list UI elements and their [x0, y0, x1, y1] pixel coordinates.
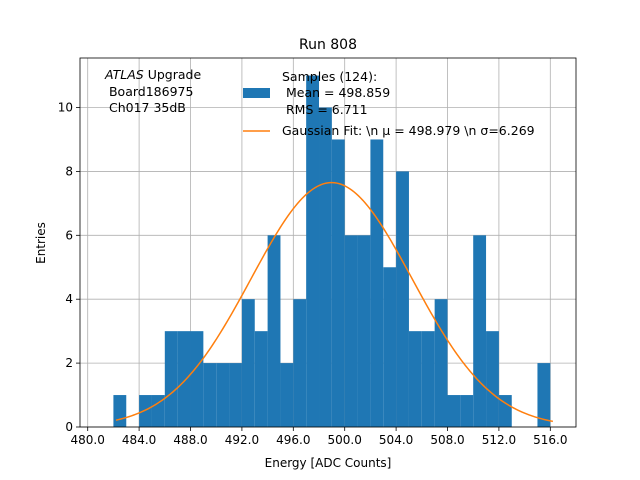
x-axis-ticks: 480.0 484.0 488.0 492.0 496.0 500.0 504.0 508.0… [71, 427, 567, 447]
x-tick-label: 508.0 [430, 433, 464, 447]
legend-fit-label: Gaussian Fit: \n μ = 498.979 \n σ=6.269 [282, 123, 535, 138]
histogram-bar [396, 171, 409, 427]
x-tick-label: 504.0 [379, 433, 413, 447]
y-tick-label: 6 [65, 228, 73, 242]
x-tick-label: 496.0 [276, 433, 310, 447]
histogram-bar [254, 331, 268, 427]
histogram-bar [229, 363, 242, 427]
y-tick-label: 8 [65, 164, 73, 178]
histogram-bar [447, 395, 461, 427]
histogram-bar [434, 299, 448, 427]
histogram-bar [267, 235, 281, 427]
histogram-bars [113, 75, 551, 428]
histogram-bar [203, 363, 217, 427]
plot-frame [79, 57, 577, 428]
histogram-bar [241, 299, 255, 427]
x-tick-label: 488.0 [173, 433, 207, 447]
histogram-bar [537, 363, 551, 427]
legend-histogram-swatch [243, 88, 270, 98]
histogram-bar [216, 363, 230, 427]
histogram-bar [331, 139, 345, 427]
x-tick-label: 512.0 [482, 433, 516, 447]
gaussian-fit-curve [115, 181, 554, 423]
legend-samples-label: Samples (124): [282, 69, 377, 84]
histogram-bar [164, 331, 178, 427]
x-axis-label: Energy [ADC Counts] [265, 456, 392, 470]
x-tick-label: 492.0 [225, 433, 259, 447]
annotation-line-1: ATLAS Upgrade [104, 67, 201, 82]
histogram-bar [383, 267, 397, 427]
chart-title: Run 808 [299, 37, 357, 53]
atlas-annotation: ATLAS Upgrade Board186975 Ch017 35dB [104, 67, 201, 115]
histogram-bar [177, 331, 191, 427]
histogram-bar [139, 395, 152, 427]
histogram-bar [306, 75, 320, 428]
histogram-bar [280, 363, 294, 427]
y-tick-label: 10 [58, 101, 73, 115]
x-tick-label: 500.0 [328, 433, 362, 447]
y-axis-label: Entries [34, 222, 48, 264]
legend-mean-label: Mean = 498.859 [282, 85, 390, 100]
annotation-line-2: Board186975 [105, 84, 193, 99]
histogram-bar [408, 331, 422, 427]
histogram-bar [319, 107, 332, 428]
histogram-bar [421, 331, 435, 427]
legend: Samples (124): Mean = 498.859 RMS = 6.71… [243, 69, 535, 138]
y-tick-label: 4 [65, 292, 73, 306]
y-axis-ticks: 0 2 4 6 8 10 [58, 101, 80, 434]
annotation-line-3: Ch017 35dB [105, 100, 186, 115]
histogram-bar [370, 139, 384, 427]
y-tick-label: 0 [65, 420, 73, 434]
histogram-bar [460, 395, 474, 427]
histogram-bar [113, 395, 127, 427]
histogram-bar [473, 235, 487, 427]
x-tick-label: 484.0 [122, 433, 156, 447]
histogram-bar [357, 235, 371, 427]
histogram-bar [190, 331, 204, 427]
histogram-bar [498, 395, 512, 427]
histogram-bar [293, 299, 307, 427]
y-tick-label: 2 [65, 356, 73, 370]
histogram-bar [344, 235, 358, 427]
histogram-bar [486, 331, 499, 427]
legend-rms-label: RMS = 6.711 [282, 102, 368, 117]
x-tick-label: 516.0 [533, 433, 567, 447]
x-tick-label: 480.0 [71, 433, 105, 447]
histogram-bar [151, 395, 165, 427]
